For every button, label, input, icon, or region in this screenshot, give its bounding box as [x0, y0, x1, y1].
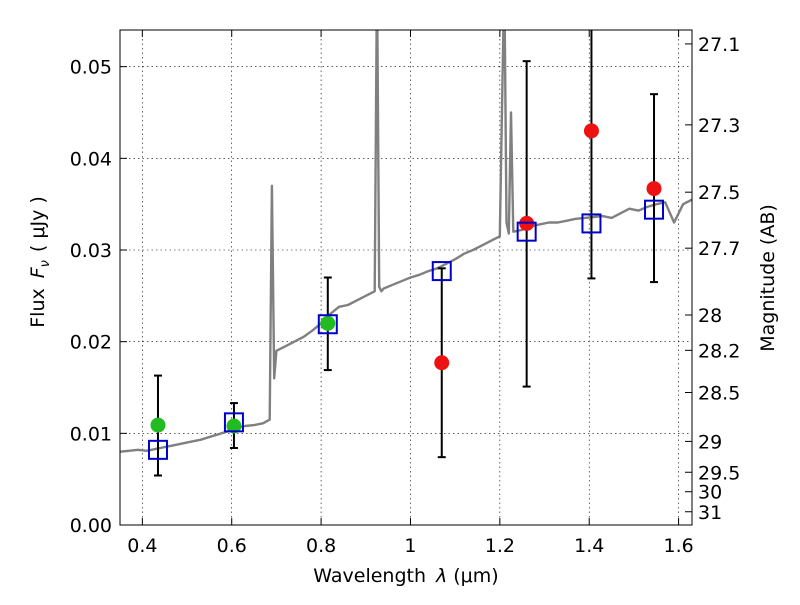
y-tick-label: 0.04	[70, 148, 112, 170]
squares-layer	[147, 199, 665, 460]
x-axis-label-lambda: λ	[435, 565, 447, 587]
y-tick-label: 0.05	[70, 57, 112, 79]
detection-point	[226, 418, 242, 434]
plot-area	[120, 30, 692, 477]
gridlines	[120, 30, 692, 526]
y2-tick-label: 30	[698, 482, 722, 504]
y2-tick-label: 27.1	[698, 34, 740, 56]
y-axis-label: Flux Fν ( μJy )	[27, 196, 53, 328]
y2-tick-label: 29	[698, 431, 722, 453]
y2-tick-label: 29.5	[698, 462, 740, 484]
model-flux-square	[317, 314, 338, 335]
x-tick-label: 1.2	[485, 535, 515, 557]
non-detection-point	[583, 123, 599, 139]
model-flux-square	[147, 439, 168, 460]
x-tick-label: 0.8	[306, 535, 336, 557]
y-tick-label: 0.00	[70, 515, 112, 537]
x-axis-label-prefix: Wavelength	[313, 565, 426, 587]
y2-tick-label: 27.5	[698, 182, 740, 204]
spectrum-layer	[120, 30, 692, 453]
y2-tick-label: 31	[698, 502, 722, 524]
non-detection-point	[434, 355, 450, 371]
x-tick-label: 1	[404, 535, 416, 557]
y-axis-label-prefix: Flux	[27, 288, 49, 328]
y-tick-label: 0.01	[70, 423, 112, 445]
x-tick-label: 1.4	[574, 535, 604, 557]
errorbar-layer	[153, 30, 659, 477]
y-axis-label-sub: ν	[38, 260, 53, 267]
model-flux-square	[581, 213, 602, 234]
y2-tick-label: 27.3	[698, 115, 740, 137]
y2-tick-label: 28	[698, 305, 722, 327]
non-detection-point	[646, 181, 662, 197]
model-flux-square	[431, 261, 452, 282]
y-axis-label-symbol: F	[27, 266, 49, 278]
y2-tick-label: 28.5	[698, 383, 740, 405]
x-axis-label-unit: (μm)	[453, 565, 498, 587]
model-flux-square	[516, 221, 537, 242]
plot-frame	[119, 29, 693, 526]
y-tick-label: 0.02	[70, 332, 112, 354]
y-axis-label-unit: ( μJy )	[27, 196, 49, 252]
x-axis: 0.4 0.6 0.8 1 1.2 1.4 1.6	[127, 30, 694, 557]
x-tick-label: 0.6	[217, 535, 247, 557]
y2-axis-label: Magnitude (AB)	[757, 204, 779, 352]
y-tick-label: 0.03	[70, 240, 112, 262]
x-axis-label: Wavelength λ (μm)	[313, 565, 498, 587]
model-flux-square	[223, 412, 244, 433]
x-tick-label: 1.6	[663, 535, 693, 557]
y2-tick-label: 27.7	[698, 238, 740, 260]
detection-point	[320, 315, 336, 331]
model-flux-square	[644, 199, 665, 220]
y-axis: 0.00 0.01 0.02 0.03 0.04 0.05	[70, 57, 127, 537]
detection-point	[150, 417, 166, 433]
y2-tick-label: 28.2	[698, 340, 740, 362]
spectrum-line	[120, 30, 692, 453]
x-tick-label: 0.4	[127, 535, 157, 557]
